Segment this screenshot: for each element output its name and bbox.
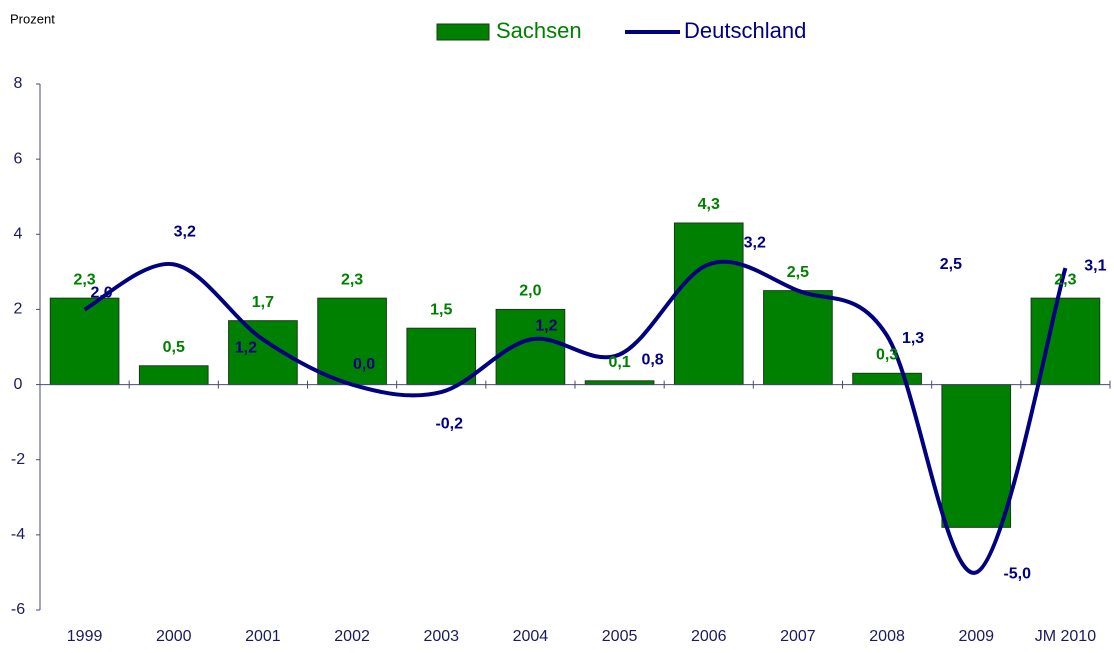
bar	[763, 290, 833, 386]
legend-label: Deutschland	[684, 18, 806, 43]
line-value-label: 2,5	[940, 256, 962, 273]
bar-value-label: 2,3	[341, 271, 363, 288]
line-value-label: 2,0	[90, 285, 112, 302]
line-value-label: 0,0	[353, 356, 375, 373]
y-tick-label: 4	[14, 226, 23, 243]
bar	[406, 327, 477, 386]
bar-value-label: 2,3	[73, 271, 95, 288]
x-tick-label: 2006	[691, 628, 727, 645]
bar-value-label: 0,5	[163, 339, 185, 356]
line-value-label: 1,3	[902, 330, 924, 347]
x-tick-label: 2004	[513, 628, 549, 645]
line-value-label: 3,2	[744, 235, 766, 252]
bar-value-label: 0,1	[608, 354, 630, 371]
bar	[317, 297, 387, 386]
bar-value-label: 2,5	[787, 264, 809, 281]
bar-value-label: 1,7	[252, 294, 274, 311]
line-value-label: -5,0	[1003, 566, 1031, 583]
y-tick-label: 6	[14, 150, 23, 167]
bar	[673, 222, 744, 386]
line-value-label: -0,2	[435, 415, 463, 432]
x-tick-label: 2008	[869, 628, 905, 645]
bar-value-label: 2,3	[1054, 271, 1076, 288]
y-tick-label: -2	[11, 451, 25, 468]
x-tick-label: 2000	[156, 628, 192, 645]
y-tick-label: 8	[14, 75, 23, 92]
line-value-label: 0,8	[641, 352, 663, 369]
x-tick-label: 2001	[245, 628, 281, 645]
x-tick-label: 2005	[602, 628, 638, 645]
x-tick-label: 1999	[67, 628, 103, 645]
bar	[49, 297, 120, 386]
bar	[852, 372, 922, 386]
bar-value-label: -3,8	[962, 505, 990, 522]
line	[83, 259, 1068, 575]
x-tick-label: JM 2010	[1035, 628, 1096, 645]
line-value-label: 1,2	[235, 340, 257, 357]
y-tick-label: -4	[11, 526, 25, 543]
y-tick-label: 0	[14, 376, 23, 393]
legend-label: Sachsen	[496, 18, 582, 43]
y-tick-label: -6	[11, 601, 25, 618]
line-value-label: 1,2	[535, 318, 557, 335]
line-value-label: 3,1	[1084, 257, 1106, 274]
bar	[138, 365, 209, 386]
bar-value-label: 0,3	[876, 347, 898, 364]
x-tick-label: 2002	[334, 628, 370, 645]
x-tick-label: 2009	[958, 628, 994, 645]
bar-value-label: 2,0	[519, 283, 541, 300]
legend-swatch	[436, 23, 490, 41]
bar-value-label: 1,5	[430, 301, 452, 318]
bar	[941, 384, 1012, 528]
y-tick-label: 2	[14, 301, 23, 318]
bar-value-label: 4,3	[698, 196, 720, 213]
y-axis-label: Prozent	[10, 11, 55, 26]
bar	[584, 380, 655, 386]
x-tick-label: 2007	[780, 628, 816, 645]
line-value-label: 3,2	[174, 224, 196, 241]
x-tick-label: 2003	[423, 628, 459, 645]
